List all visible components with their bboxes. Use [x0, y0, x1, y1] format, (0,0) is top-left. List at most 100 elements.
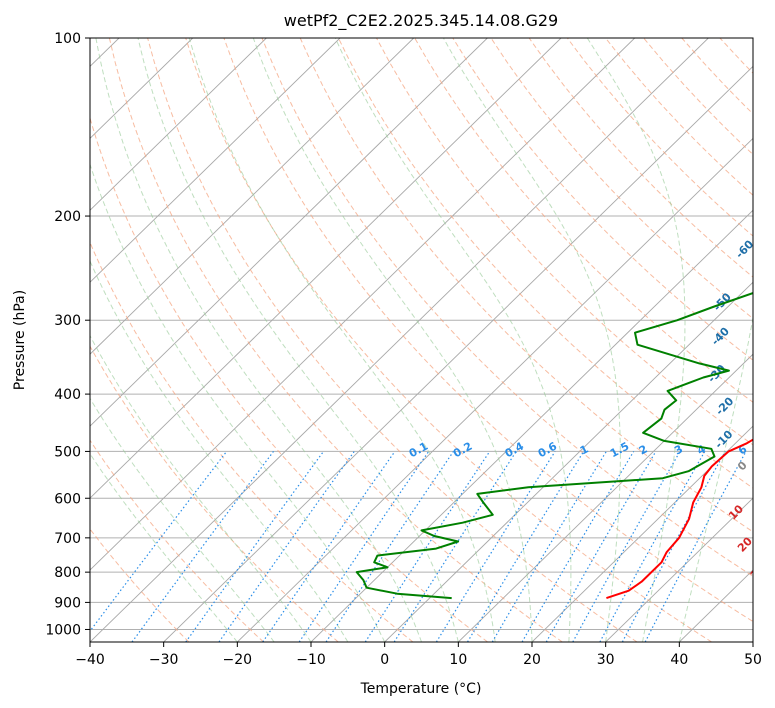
mixing-ratio-line — [185, 451, 324, 642]
dry-adiabat — [90, 528, 190, 642]
moist-adiabat — [90, 334, 312, 642]
mixing-ratio-line — [435, 451, 556, 642]
isotherm — [310, 209, 753, 642]
mixing-ratio-label: 0.2 — [451, 440, 474, 461]
isotherm-label: -70 — [759, 184, 775, 208]
mixing-ratio-label: 8 — [766, 442, 775, 457]
x-tick-label: 20 — [523, 652, 541, 668]
mixing-ratio-line — [621, 451, 726, 642]
mixing-ratio-label: 2 — [637, 442, 650, 457]
x-tick-label: 10 — [449, 652, 467, 668]
dry-adiabat — [147, 38, 638, 642]
mixing-ratio-line — [90, 451, 228, 633]
moist-adiabat — [586, 38, 686, 642]
background-lines — [90, 38, 753, 642]
y-axis-label: Pressure (hPa) — [12, 290, 28, 390]
dry-adiabat — [90, 345, 339, 642]
isotherm — [90, 38, 267, 211]
profile-line — [355, 291, 753, 600]
mixing-ratio-line — [491, 451, 607, 642]
dry-adiabat — [185, 38, 712, 642]
dry-adiabat — [90, 116, 488, 642]
moist-adiabat — [90, 397, 275, 642]
dry-adiabat — [337, 38, 753, 489]
moist-adiabat — [137, 38, 459, 642]
chart-title: wetPf2_C2E2.2025.345.14.08.G29 — [284, 11, 558, 31]
axes: −40 −30 −20 −10 0 10 20 30 40 5010020030040050060… — [45, 31, 762, 668]
mixing-ratio-line — [364, 451, 491, 642]
mixing-ratio-line — [262, 451, 396, 642]
mixing-ratio-label: 4 — [695, 442, 708, 457]
moist-adiabat — [678, 315, 753, 642]
zero-isotherm-label: 0 — [735, 459, 750, 474]
dry-adiabat — [108, 38, 563, 642]
x-tick-label: 40 — [670, 652, 688, 668]
isotherm-label: -10 — [712, 428, 735, 452]
dry-adiabat — [452, 38, 753, 361]
dry-adiabat — [490, 38, 753, 320]
mixing-ratio-line — [218, 451, 355, 642]
moist-adiabat — [90, 162, 386, 642]
moist-adiabat — [95, 38, 422, 642]
isotherm — [90, 38, 341, 283]
isotherm — [90, 38, 562, 499]
dry-adiabat — [261, 38, 753, 577]
isotherm — [384, 281, 753, 642]
isotherm — [458, 353, 753, 642]
x-tick-label: −30 — [149, 652, 179, 668]
isotherm — [90, 38, 636, 571]
y-tick-label: 900 — [54, 595, 81, 611]
mixing-ratio-line — [325, 451, 454, 642]
x-tick-label: 0 — [380, 652, 389, 668]
y-tick-label: 800 — [54, 565, 81, 581]
y-tick-label: 500 — [54, 444, 81, 460]
mixing-ratio-label: 0.4 — [503, 439, 527, 460]
dry-adiabat — [90, 241, 414, 642]
y-tick-label: 200 — [54, 209, 81, 225]
x-tick-label: 30 — [597, 652, 615, 668]
isotherm — [531, 425, 753, 642]
dry-adiabat — [605, 38, 753, 196]
moist-adiabat — [90, 452, 238, 642]
x-tick-label: −20 — [223, 652, 253, 668]
moist-adiabat — [334, 38, 572, 642]
dry-adiabat-label: 30 — [748, 562, 768, 582]
y-tick-label: 400 — [54, 387, 81, 403]
y-tick-label: 300 — [54, 313, 81, 329]
mixing-ratio-label: 1 — [578, 442, 591, 457]
isotherm — [163, 65, 753, 642]
mixing-ratio-label: 1.5 — [608, 440, 631, 461]
dry-adiabat — [223, 38, 753, 623]
dry-adiabat — [299, 38, 753, 533]
isotherm — [752, 641, 753, 642]
dry-adiabat-label: 10 — [726, 502, 746, 522]
y-tick-label: 600 — [54, 491, 81, 507]
line-labels: -100-90-80-70-60-50-40-30-20-10102030400… — [407, 184, 775, 582]
mixing-ratio-line — [131, 451, 274, 642]
isotherm — [90, 38, 194, 139]
mixing-ratio-label: 0.6 — [536, 439, 560, 460]
profile-line — [606, 438, 753, 600]
mixing-ratio-line — [298, 451, 430, 642]
y-tick-label: 1000 — [45, 622, 81, 638]
profile-series — [355, 291, 753, 600]
x-tick-label: −40 — [75, 652, 105, 668]
moist-adiabat — [252, 38, 533, 642]
x-axis-label: Temperature (°C) — [360, 681, 482, 697]
dry-adiabat — [376, 38, 753, 446]
mixing-ratio-line — [393, 451, 517, 642]
moist-adiabat — [188, 38, 496, 642]
mixing-ratio-line — [521, 451, 635, 642]
x-tick-label: −10 — [296, 652, 326, 668]
dry-adiabat — [681, 38, 753, 115]
dry-adiabat — [528, 38, 753, 278]
plot-frame — [89, 37, 754, 643]
isotherm — [90, 38, 488, 427]
y-tick-label: 100 — [54, 31, 81, 47]
moist-adiabat — [90, 259, 349, 642]
dry-adiabat — [90, 439, 264, 642]
isotherm — [90, 38, 415, 355]
mixing-ratio-line — [466, 451, 585, 642]
x-tick-label: 50 — [744, 652, 762, 668]
